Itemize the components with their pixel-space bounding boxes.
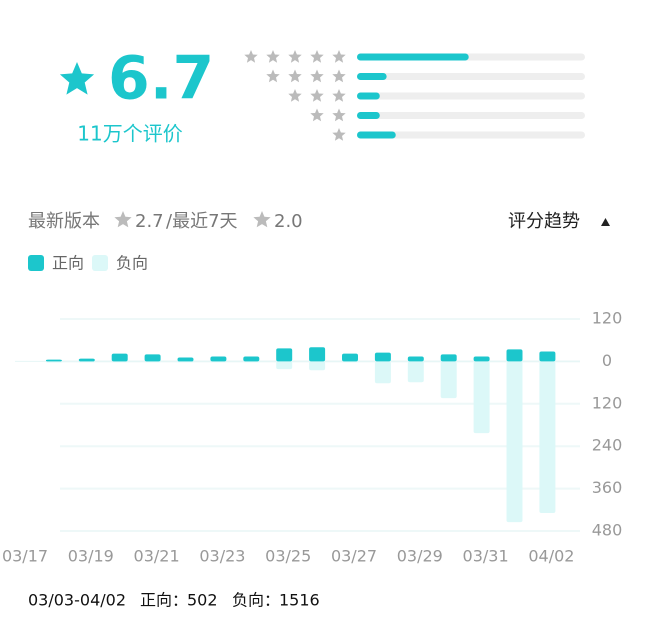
bar [210,356,227,362]
x-tick-label: 03/17 [2,547,48,566]
bar [342,361,358,363]
bar [407,356,424,362]
bar [539,361,556,513]
bar [111,353,128,362]
bar [144,361,161,363]
x-tick-label: 03/31 [463,547,509,566]
footer-positive-label: 正向： [140,591,188,610]
bar [78,358,95,362]
bar [177,357,194,362]
legend-swatch [28,255,44,271]
rating-track [357,112,585,119]
recent-star [253,211,271,228]
x-tick-label: 03/27 [331,547,377,566]
latest-star [114,211,132,228]
rating-star [332,69,346,83]
bar [243,361,260,363]
x-tick-label: 03/29 [397,547,443,566]
x-tick-label: 03/25 [265,547,311,566]
legend-label: 负向 [116,254,148,273]
footer-negative: 1516 [279,591,320,610]
rating-bar [357,131,396,139]
y-tick-label: 120 [592,309,623,328]
rating-star [288,50,302,63]
rating-star [310,69,324,83]
rating-bar [357,53,469,61]
rating-count: 11万个评价 [77,122,182,146]
x-tick-label: 03/19 [68,547,114,566]
bar [111,361,128,363]
x-tick-label: 03/21 [134,547,180,566]
rating-star [288,89,302,102]
rating-star [244,50,258,63]
recent-score: 2.0 [274,211,303,232]
footer-range: 03/03-04/02 [28,591,126,610]
rating-star [266,69,280,83]
bar [276,348,293,362]
rating-bar [357,73,387,80]
rating-star [288,69,302,83]
rating-track [357,131,585,139]
rating-star [266,50,280,63]
bar [342,353,358,362]
bar [276,361,293,370]
bar [177,361,194,363]
rating-star [332,128,346,141]
rating-star [332,50,346,63]
legend-swatch [92,255,108,271]
latest-score: 2.7 [135,211,164,232]
score: 6.7 [108,44,214,114]
y-tick-label: 360 [592,478,623,497]
y-tick-label: 120 [592,393,623,412]
y-tick-label: 0 [602,351,612,370]
bar [374,361,391,384]
recent-label: /最近7天 [166,211,238,232]
bar [473,356,490,362]
rating-star [310,50,324,63]
rating-bar [357,112,380,119]
latest-label: 最新版本 [28,211,100,232]
bar [374,352,391,362]
bar [407,361,424,383]
bar [506,361,523,523]
y-tick-label: 240 [592,436,623,455]
rating-track [357,73,585,80]
bar [440,361,457,399]
rating-track [357,92,585,100]
footer-negative-label: 负向： [232,591,280,610]
bar [309,361,326,371]
bar [243,356,260,362]
bar [78,361,95,363]
rating-star [332,89,346,102]
bar [506,349,523,362]
footer-positive: 502 [187,591,218,610]
bar [144,354,161,362]
bar [440,354,457,362]
rating-bar [357,92,380,100]
rating-star [332,108,346,122]
toggle-arrow[interactable] [601,218,610,226]
bar [473,361,490,434]
rating-star [310,108,324,122]
bar [210,361,227,363]
rating-star [310,89,324,102]
bar [45,359,62,362]
bar [45,361,62,363]
legend-label: 正向 [52,254,84,273]
x-tick-label: 03/23 [199,547,245,566]
bar [539,351,556,362]
trend-toggle[interactable]: 评分趋势 [508,211,580,232]
bar [309,347,326,362]
y-tick-label: 480 [592,521,623,540]
x-tick-label: 04/02 [528,547,574,566]
score-star [59,62,95,95]
